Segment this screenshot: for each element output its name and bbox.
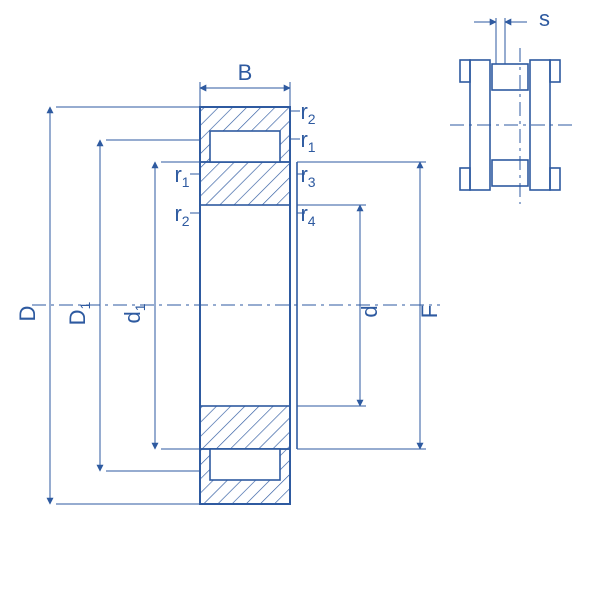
dim-d: d xyxy=(357,305,382,317)
label-s: s xyxy=(539,6,550,31)
dim-d1: d1 xyxy=(120,303,148,323)
dim-B: B xyxy=(238,60,253,85)
label-r1-top: r1 xyxy=(300,127,315,155)
label-r1-inner: r1 xyxy=(174,162,189,190)
label-r2-inner: r2 xyxy=(174,201,189,229)
dim-D: D xyxy=(15,306,40,322)
bearing-diagram: DD1d1dFBr2r1r1r2r3r4s xyxy=(0,0,600,600)
label-r3: r3 xyxy=(300,162,315,190)
dim-F: F xyxy=(417,305,442,318)
label-r2-top: r2 xyxy=(300,99,315,127)
